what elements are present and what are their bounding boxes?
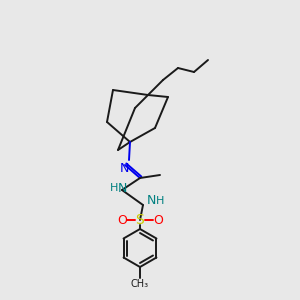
Text: N: N <box>117 182 127 194</box>
Text: H: H <box>110 183 118 193</box>
Text: H: H <box>156 196 164 206</box>
Text: N: N <box>146 194 156 208</box>
Text: S: S <box>136 213 144 227</box>
Text: N: N <box>119 161 129 175</box>
Text: O: O <box>153 214 163 226</box>
Text: O: O <box>117 214 127 226</box>
Text: CH₃: CH₃ <box>131 279 149 289</box>
